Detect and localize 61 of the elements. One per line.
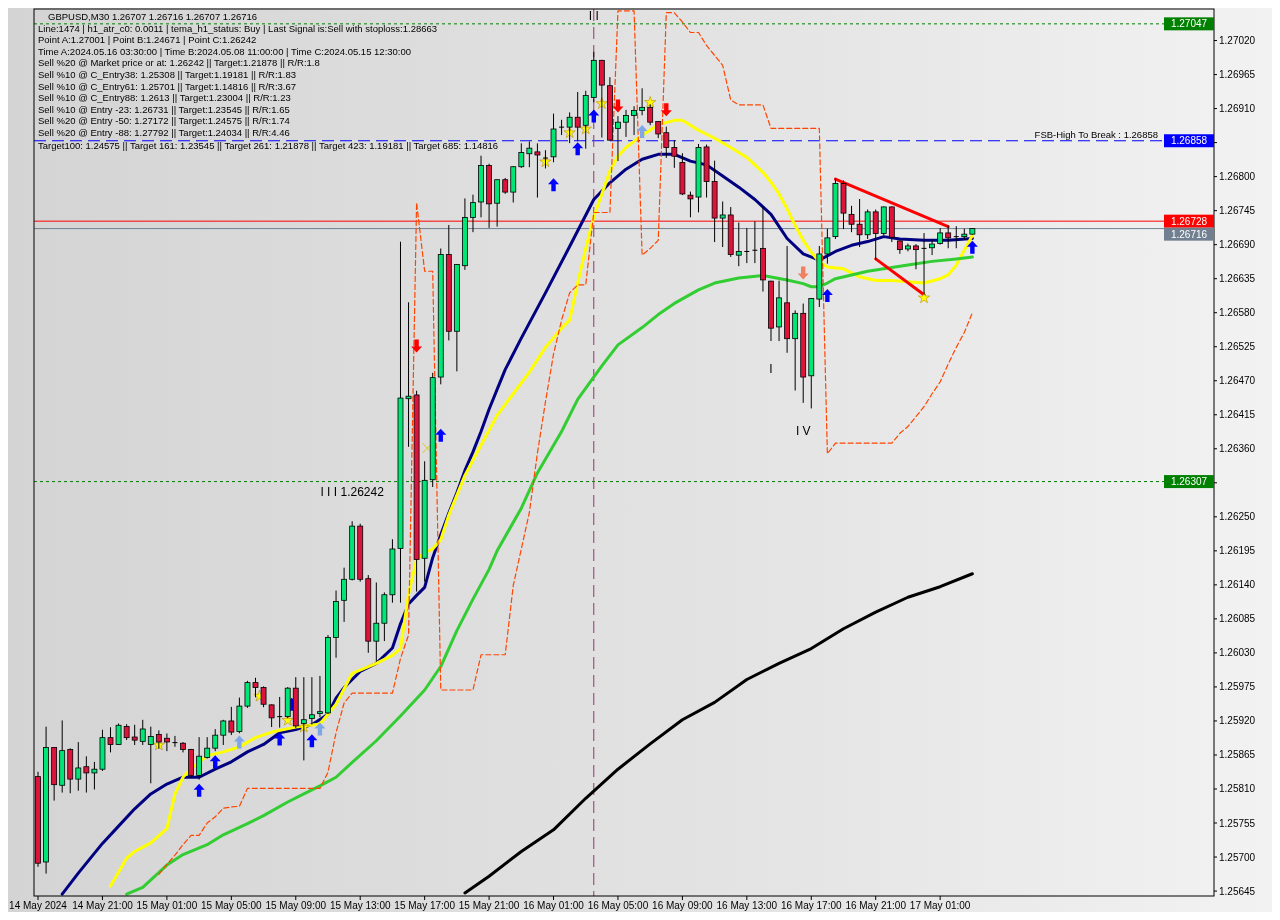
x-tick-label: 16 May 09:00	[652, 900, 714, 911]
annotation: Sell %20 @ Entry -50: 1.27172 || Target:1.24575 || R/R:1.74	[38, 115, 290, 127]
x-tick-label: 16 May 13:00	[716, 900, 778, 911]
annotation: Sell %10 @ Entry -23: 1.26731 || Target:1.23545 || R/R:1.65	[38, 103, 290, 115]
y-tick-label: 1.26800	[1219, 171, 1256, 183]
y-tick-label: 1.26745	[1219, 205, 1256, 217]
ref-line-label: 1.26858	[1170, 135, 1208, 147]
y-tick-label: 1.25755	[1219, 817, 1256, 829]
annotation: I I	[588, 9, 599, 24]
y-tick-label: 1.26580	[1219, 307, 1256, 319]
annotation: Sell %10 @ C_Entry38: 1.25308 || Target:1.19181 || R/R:1.83	[38, 69, 297, 80]
x-tick-label: 16 May 17:00	[780, 900, 842, 911]
y-tick-label: 1.25700	[1219, 851, 1256, 863]
x-tick-label: 17 May 01:00	[909, 900, 971, 911]
ref-line-label: 1.26728	[1170, 215, 1208, 227]
y-tick-label: 1.25810	[1219, 783, 1256, 795]
y-tick-label: 1.26030	[1219, 647, 1256, 659]
x-tick-label: 15 May 13:00	[329, 900, 391, 911]
annotation: I I I 1.26242	[320, 484, 385, 499]
y-tick-label: 1.26140	[1219, 579, 1256, 591]
x-tick-label: 16 May 21:00	[845, 900, 907, 911]
y-tick-label: 1.26965	[1219, 69, 1256, 81]
y-tick-label: 1.26910	[1219, 103, 1256, 115]
y-tick-label: 1.27020	[1219, 35, 1256, 47]
annotation: Sell %20 @ Entry -88: 1.27792 || Target:1.24034 || R/R:4.46	[38, 127, 290, 138]
annotation: Target100: 1.24575 || Target 161: 1.23545 || Target 261: 1.21878 || Target 423: 1.19181 || Target 685: 1.14816	[38, 139, 499, 151]
annotation: I V	[795, 423, 811, 438]
y-tick-label: 1.26690	[1219, 239, 1256, 251]
ref-line-label: 1.26716	[1170, 228, 1208, 240]
y-tick-label: 1.26085	[1219, 613, 1256, 625]
x-tick-label: 15 May 17:00	[394, 900, 456, 911]
y-tick-label: 1.26470	[1219, 375, 1256, 387]
x-tick-label: 15 May 09:00	[265, 900, 327, 911]
ref-line-label: 1.27047	[1170, 18, 1208, 30]
annotation: Time A:2024.05.16 03:30:00 | Time B:2024.05.08 11:00:00 | Time C:2024.05.15 12:30:00	[38, 45, 412, 57]
chart-title: GBPUSD,M30 1.26707 1.26716 1.26707 1.26716	[48, 11, 258, 22]
x-tick-label: 15 May 21:00	[458, 900, 520, 911]
y-tick-label: 1.26525	[1219, 341, 1256, 353]
annotation: FSB-High To Break : 1.26858	[1034, 128, 1158, 140]
x-tick-label: 14 May 21:00	[72, 900, 134, 911]
x-tick-label: 14 May 2024	[9, 900, 68, 911]
y-tick-label: 1.26250	[1219, 511, 1256, 523]
y-tick-label: 1.26195	[1219, 545, 1256, 557]
annotation: Sell %20 @ Market price or at: 1.26242 || Target:1.21878 || R/R:1.8	[38, 57, 320, 69]
y-tick-label: 1.25975	[1219, 681, 1256, 693]
annotation: Point A:1.27001 | Point B:1.24671 | Point C:1.26242	[38, 34, 257, 46]
annotation: I	[769, 361, 773, 376]
x-tick-label: 16 May 01:00	[523, 900, 585, 911]
x-tick-label: 15 May 05:00	[201, 900, 263, 911]
x-tick-label: 16 May 05:00	[587, 900, 649, 911]
y-tick-label: 1.26415	[1219, 409, 1256, 421]
y-tick-label: 1.25645	[1219, 885, 1256, 897]
annotation: Sell %10 @ C_Entry61: 1.25701 || Target:1.14816 || R/R:3.67	[38, 80, 297, 92]
ref-line-label: 1.26307	[1170, 476, 1208, 488]
annotation: Line:1474 | h1_atr_c0: 0.0011 | tema_h1_status: Buy | Last Signal is:Sell with stoploss:1.28663	[38, 22, 438, 34]
x-tick-label: 15 May 01:00	[136, 900, 198, 911]
annotation: Sell %10 @ C_Entry88: 1.2613 || Target:1.23004 || R/R:1.23	[38, 92, 291, 104]
y-tick-label: 1.25865	[1219, 749, 1256, 761]
y-tick-label: 1.25920	[1219, 715, 1256, 727]
y-tick-label: 1.26635	[1219, 273, 1256, 285]
y-tick-label: 1.26360	[1219, 443, 1256, 455]
